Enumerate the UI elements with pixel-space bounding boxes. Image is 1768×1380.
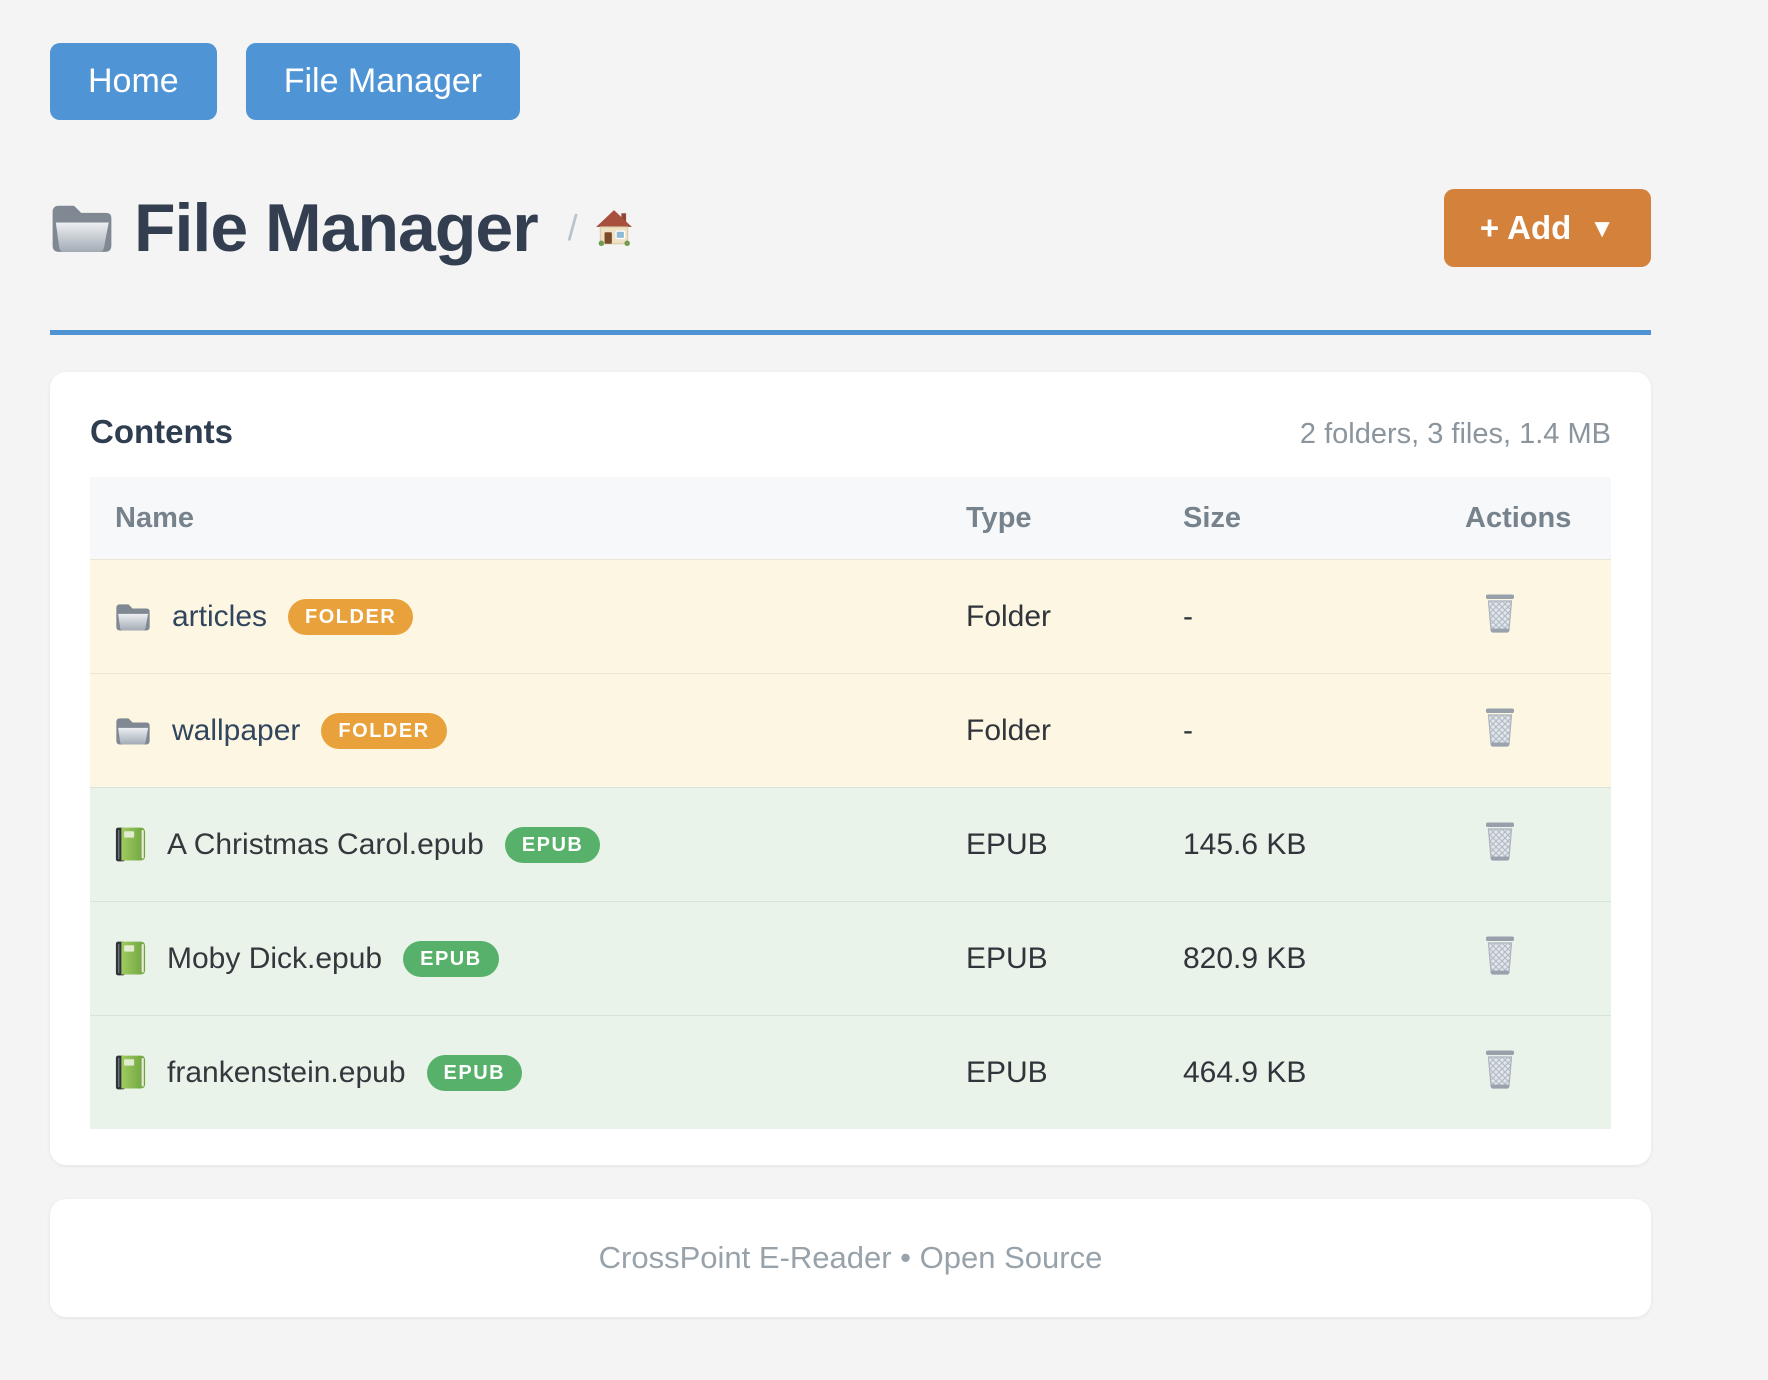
- size-cell: -: [1183, 599, 1193, 633]
- column-header-name: Name: [115, 501, 194, 534]
- column-header-type: Type: [966, 501, 1032, 534]
- file-name: A Christmas Carol.epub: [167, 827, 484, 861]
- delete-button[interactable]: [1481, 705, 1521, 749]
- size-cell: 464.9 KB: [1183, 1055, 1307, 1089]
- page-title: File Manager: [134, 190, 539, 266]
- contents-card: Contents 2 folders, 3 files, 1.4 MB Name…: [50, 372, 1651, 1165]
- type-cell: Folder: [966, 599, 1052, 633]
- add-button-label: + Add: [1479, 209, 1572, 246]
- delete-button[interactable]: [1481, 933, 1521, 977]
- file-name-link[interactable]: articles: [172, 599, 268, 633]
- type-cell: EPUB: [966, 941, 1048, 975]
- delete-button[interactable]: [1481, 1047, 1521, 1091]
- size-cell: 820.9 KB: [1183, 941, 1307, 975]
- size-cell: -: [1183, 713, 1193, 747]
- file-name: Moby Dick.epub: [167, 941, 383, 975]
- file-name-link[interactable]: wallpaper: [172, 713, 301, 747]
- delete-button[interactable]: [1481, 591, 1521, 635]
- type-cell: EPUB: [966, 827, 1048, 861]
- wastebasket-icon: [1481, 934, 1519, 976]
- folder-icon: [115, 600, 151, 634]
- table-row: articles FOLDER Folder -: [90, 559, 1611, 673]
- table-row: frankenstein.epub EPUB EPUB 464.9 KB: [90, 1015, 1611, 1129]
- wastebasket-icon: [1481, 1048, 1519, 1090]
- footer-text: CrossPoint E-Reader • Open Source: [598, 1240, 1103, 1275]
- nav-file-manager-button[interactable]: File Manager: [245, 43, 521, 120]
- header-divider: [50, 330, 1651, 335]
- nav-home-button[interactable]: Home: [50, 43, 217, 120]
- size-cell: 145.6 KB: [1183, 827, 1307, 861]
- chevron-down-icon: ▼: [1589, 212, 1615, 243]
- table-row: A Christmas Carol.epub EPUB EPUB 145.6 K…: [90, 787, 1611, 901]
- file-table: Name Type Size Actions articles FOLDER F…: [90, 477, 1611, 1129]
- breadcrumb-separator: /: [567, 207, 578, 248]
- book-icon: [115, 1054, 146, 1091]
- book-icon: [115, 826, 146, 863]
- folder-badge: FOLDER: [321, 712, 447, 749]
- folder-icon: [50, 201, 114, 255]
- top-navigation: Home File Manager: [50, 43, 1651, 120]
- epub-badge: EPUB: [403, 940, 499, 977]
- wastebasket-icon: [1481, 706, 1519, 748]
- folder-icon: [115, 714, 151, 748]
- house-icon[interactable]: [594, 208, 634, 248]
- contents-summary: 2 folders, 3 files, 1.4 MB: [1299, 418, 1611, 450]
- footer-card: CrossPoint E-Reader • Open Source: [50, 1199, 1651, 1317]
- type-cell: EPUB: [966, 1055, 1048, 1089]
- contents-title: Contents: [90, 413, 233, 450]
- epub-badge: EPUB: [504, 826, 601, 863]
- epub-badge: EPUB: [426, 1054, 523, 1091]
- wastebasket-icon: [1481, 820, 1519, 862]
- column-header-actions: Actions: [1465, 501, 1572, 534]
- contents-card-header: Contents 2 folders, 3 files, 1.4 MB: [90, 412, 1611, 477]
- column-header-size: Size: [1183, 501, 1242, 534]
- wastebasket-icon: [1481, 592, 1519, 634]
- add-button[interactable]: + Add ▼: [1443, 189, 1651, 267]
- file-name: frankenstein.epub: [167, 1055, 406, 1089]
- delete-button[interactable]: [1481, 819, 1521, 863]
- table-header-row: Name Type Size Actions: [90, 477, 1611, 559]
- breadcrumb: /: [568, 207, 634, 249]
- table-row: Moby Dick.epub EPUB EPUB 820.9 KB: [90, 901, 1611, 1015]
- folder-badge: FOLDER: [288, 598, 414, 635]
- table-row: wallpaper FOLDER Folder -: [90, 673, 1611, 787]
- page-header: File Manager / + Add ▼: [50, 183, 1651, 273]
- page-container: Home File Manager File Manager / + Add ▼…: [50, 0, 1651, 1317]
- title-group: File Manager /: [50, 194, 634, 262]
- book-icon: [115, 940, 146, 977]
- type-cell: Folder: [966, 713, 1052, 747]
